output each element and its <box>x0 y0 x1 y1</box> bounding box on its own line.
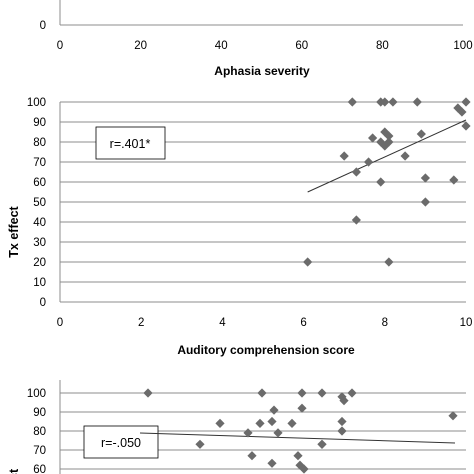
data-point <box>337 416 347 427</box>
y-tick-label: 70 <box>33 445 46 457</box>
y-tick-label: 80 <box>33 426 46 438</box>
data-point <box>376 137 386 147</box>
data-point <box>448 411 458 421</box>
x-tick-label: 60 <box>295 40 308 52</box>
data-point <box>299 464 309 474</box>
x-tick-label: 2 <box>138 317 144 329</box>
x-axis-label: Auditory comprehension score <box>177 343 355 357</box>
data-point <box>420 197 430 207</box>
correlation-annotation: r=-.050 <box>83 425 159 459</box>
y-tick-label: 60 <box>33 464 46 474</box>
data-point <box>384 131 394 141</box>
data-point <box>267 458 277 468</box>
data-point <box>368 133 378 143</box>
y-tick-label: 20 <box>33 257 46 269</box>
x-tick-label: 4 <box>219 317 226 329</box>
data-point <box>457 107 467 117</box>
y-tick-label: 0 <box>40 297 46 309</box>
x-tick-label: 0 <box>57 40 63 52</box>
x-tick-label: 0 <box>57 317 63 329</box>
data-point <box>351 167 361 177</box>
data-point <box>461 121 471 131</box>
y-tick-label: 80 <box>33 137 46 149</box>
x-tick-label: 6 <box>300 317 306 329</box>
data-point <box>347 388 357 398</box>
data-point <box>388 97 398 107</box>
data-point <box>287 418 297 428</box>
panel-auditory-comprehension: 0 10 20 30 40 50 60 70 80 90 100 0 2 4 6 8 10 Auditory co… <box>7 97 472 357</box>
y-tick-label: 30 <box>33 237 46 249</box>
y-tick-label: 100 <box>27 97 46 109</box>
y-tick-label: 90 <box>33 407 46 419</box>
x-tick-label: 80 <box>376 40 389 52</box>
data-point <box>380 97 390 107</box>
data-point <box>317 388 327 398</box>
annotation-box <box>95 126 166 160</box>
data-point <box>255 418 265 428</box>
data-point <box>195 439 205 449</box>
data-point <box>449 175 459 185</box>
data-point <box>376 177 386 187</box>
data-point <box>215 418 225 428</box>
data-point <box>303 257 313 267</box>
data-point <box>380 141 390 151</box>
x-tick-label: 100 <box>453 40 472 52</box>
data-point <box>380 127 390 137</box>
correlation-text: r=.401* <box>110 137 151 151</box>
data-point <box>400 151 410 161</box>
data-point <box>317 439 327 449</box>
data-point <box>337 426 347 436</box>
y-tick-label: 100 <box>27 388 46 400</box>
x-tick-label: 8 <box>382 317 388 329</box>
data-point <box>273 428 283 438</box>
panel-third-measure: 60 70 80 90 100 r=-.050 ct <box>7 380 466 474</box>
y-tick-label: 10 <box>33 277 46 289</box>
y-tick-label: 0 <box>40 20 46 32</box>
data-point <box>257 388 267 398</box>
data-point <box>412 97 422 107</box>
data-point <box>297 388 307 398</box>
data-point <box>416 129 426 139</box>
x-tick-label: 20 <box>134 40 147 52</box>
x-axis-label: Aphasia severity <box>214 64 310 78</box>
y-tick-label: 60 <box>33 177 46 189</box>
data-point <box>351 215 361 225</box>
y-tick-label: 70 <box>33 157 46 169</box>
data-point <box>267 416 277 427</box>
y-tick-label: 50 <box>33 197 46 209</box>
trend-line <box>139 432 456 444</box>
x-tick-label: 10 <box>460 317 473 329</box>
data-point <box>384 257 394 267</box>
data-point <box>143 388 153 398</box>
y-tick-label: 40 <box>33 217 46 229</box>
data-point <box>297 403 307 413</box>
correlation-annotation: r=.401* <box>95 126 166 160</box>
correlation-text: r=-.050 <box>101 436 141 450</box>
data-point <box>339 396 349 406</box>
data-point <box>293 451 303 461</box>
data-point <box>339 151 349 161</box>
x-tick-label: 40 <box>215 40 228 52</box>
y-axis-label-fragment: ct <box>7 468 21 474</box>
trend-line <box>307 119 467 193</box>
data-point <box>363 157 374 167</box>
data-point <box>243 428 253 438</box>
annotation-box <box>83 425 159 459</box>
data-point <box>461 97 471 107</box>
data-point <box>420 173 430 183</box>
y-tick-label: 90 <box>33 117 46 129</box>
y-axis-label: Tx effect <box>7 205 21 257</box>
data-point <box>247 451 257 461</box>
data-point <box>269 405 279 415</box>
data-point <box>347 97 357 107</box>
panel-aphasia-severity: 010020406080100Aphasia severity <box>40 0 473 78</box>
